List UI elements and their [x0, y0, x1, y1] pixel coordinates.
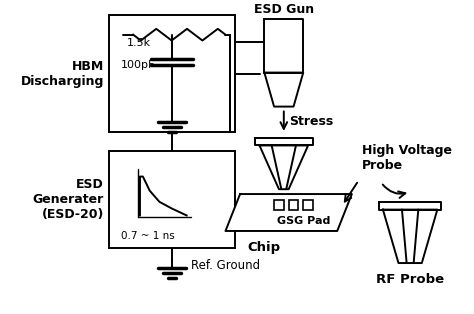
Text: 0.7 ~ 1 ns: 0.7 ~ 1 ns — [120, 231, 174, 241]
Bar — [289, 200, 298, 210]
Polygon shape — [264, 19, 303, 73]
Text: 100pF: 100pF — [120, 60, 155, 70]
Text: Ref. Ground: Ref. Ground — [191, 259, 261, 273]
Text: Chip: Chip — [248, 241, 281, 254]
Polygon shape — [259, 145, 308, 189]
Text: High Voltage
Probe: High Voltage Probe — [362, 144, 452, 172]
Polygon shape — [379, 202, 441, 210]
FancyArrowPatch shape — [383, 185, 405, 198]
Polygon shape — [383, 210, 438, 263]
Text: GSG Pad: GSG Pad — [276, 216, 330, 226]
Text: HBM
Discharging: HBM Discharging — [21, 60, 104, 88]
Bar — [109, 151, 235, 248]
Bar — [109, 15, 235, 132]
Polygon shape — [255, 138, 313, 145]
Text: RF Probe: RF Probe — [376, 273, 444, 286]
Bar — [303, 200, 313, 210]
Text: 1.5k: 1.5k — [127, 38, 150, 48]
Polygon shape — [264, 73, 303, 106]
Bar — [274, 200, 284, 210]
Text: ESD
Generater
(ESD-20): ESD Generater (ESD-20) — [33, 178, 104, 221]
Text: ESD Gun: ESD Gun — [254, 3, 314, 16]
Polygon shape — [226, 194, 352, 231]
Text: Stress: Stress — [289, 115, 333, 128]
